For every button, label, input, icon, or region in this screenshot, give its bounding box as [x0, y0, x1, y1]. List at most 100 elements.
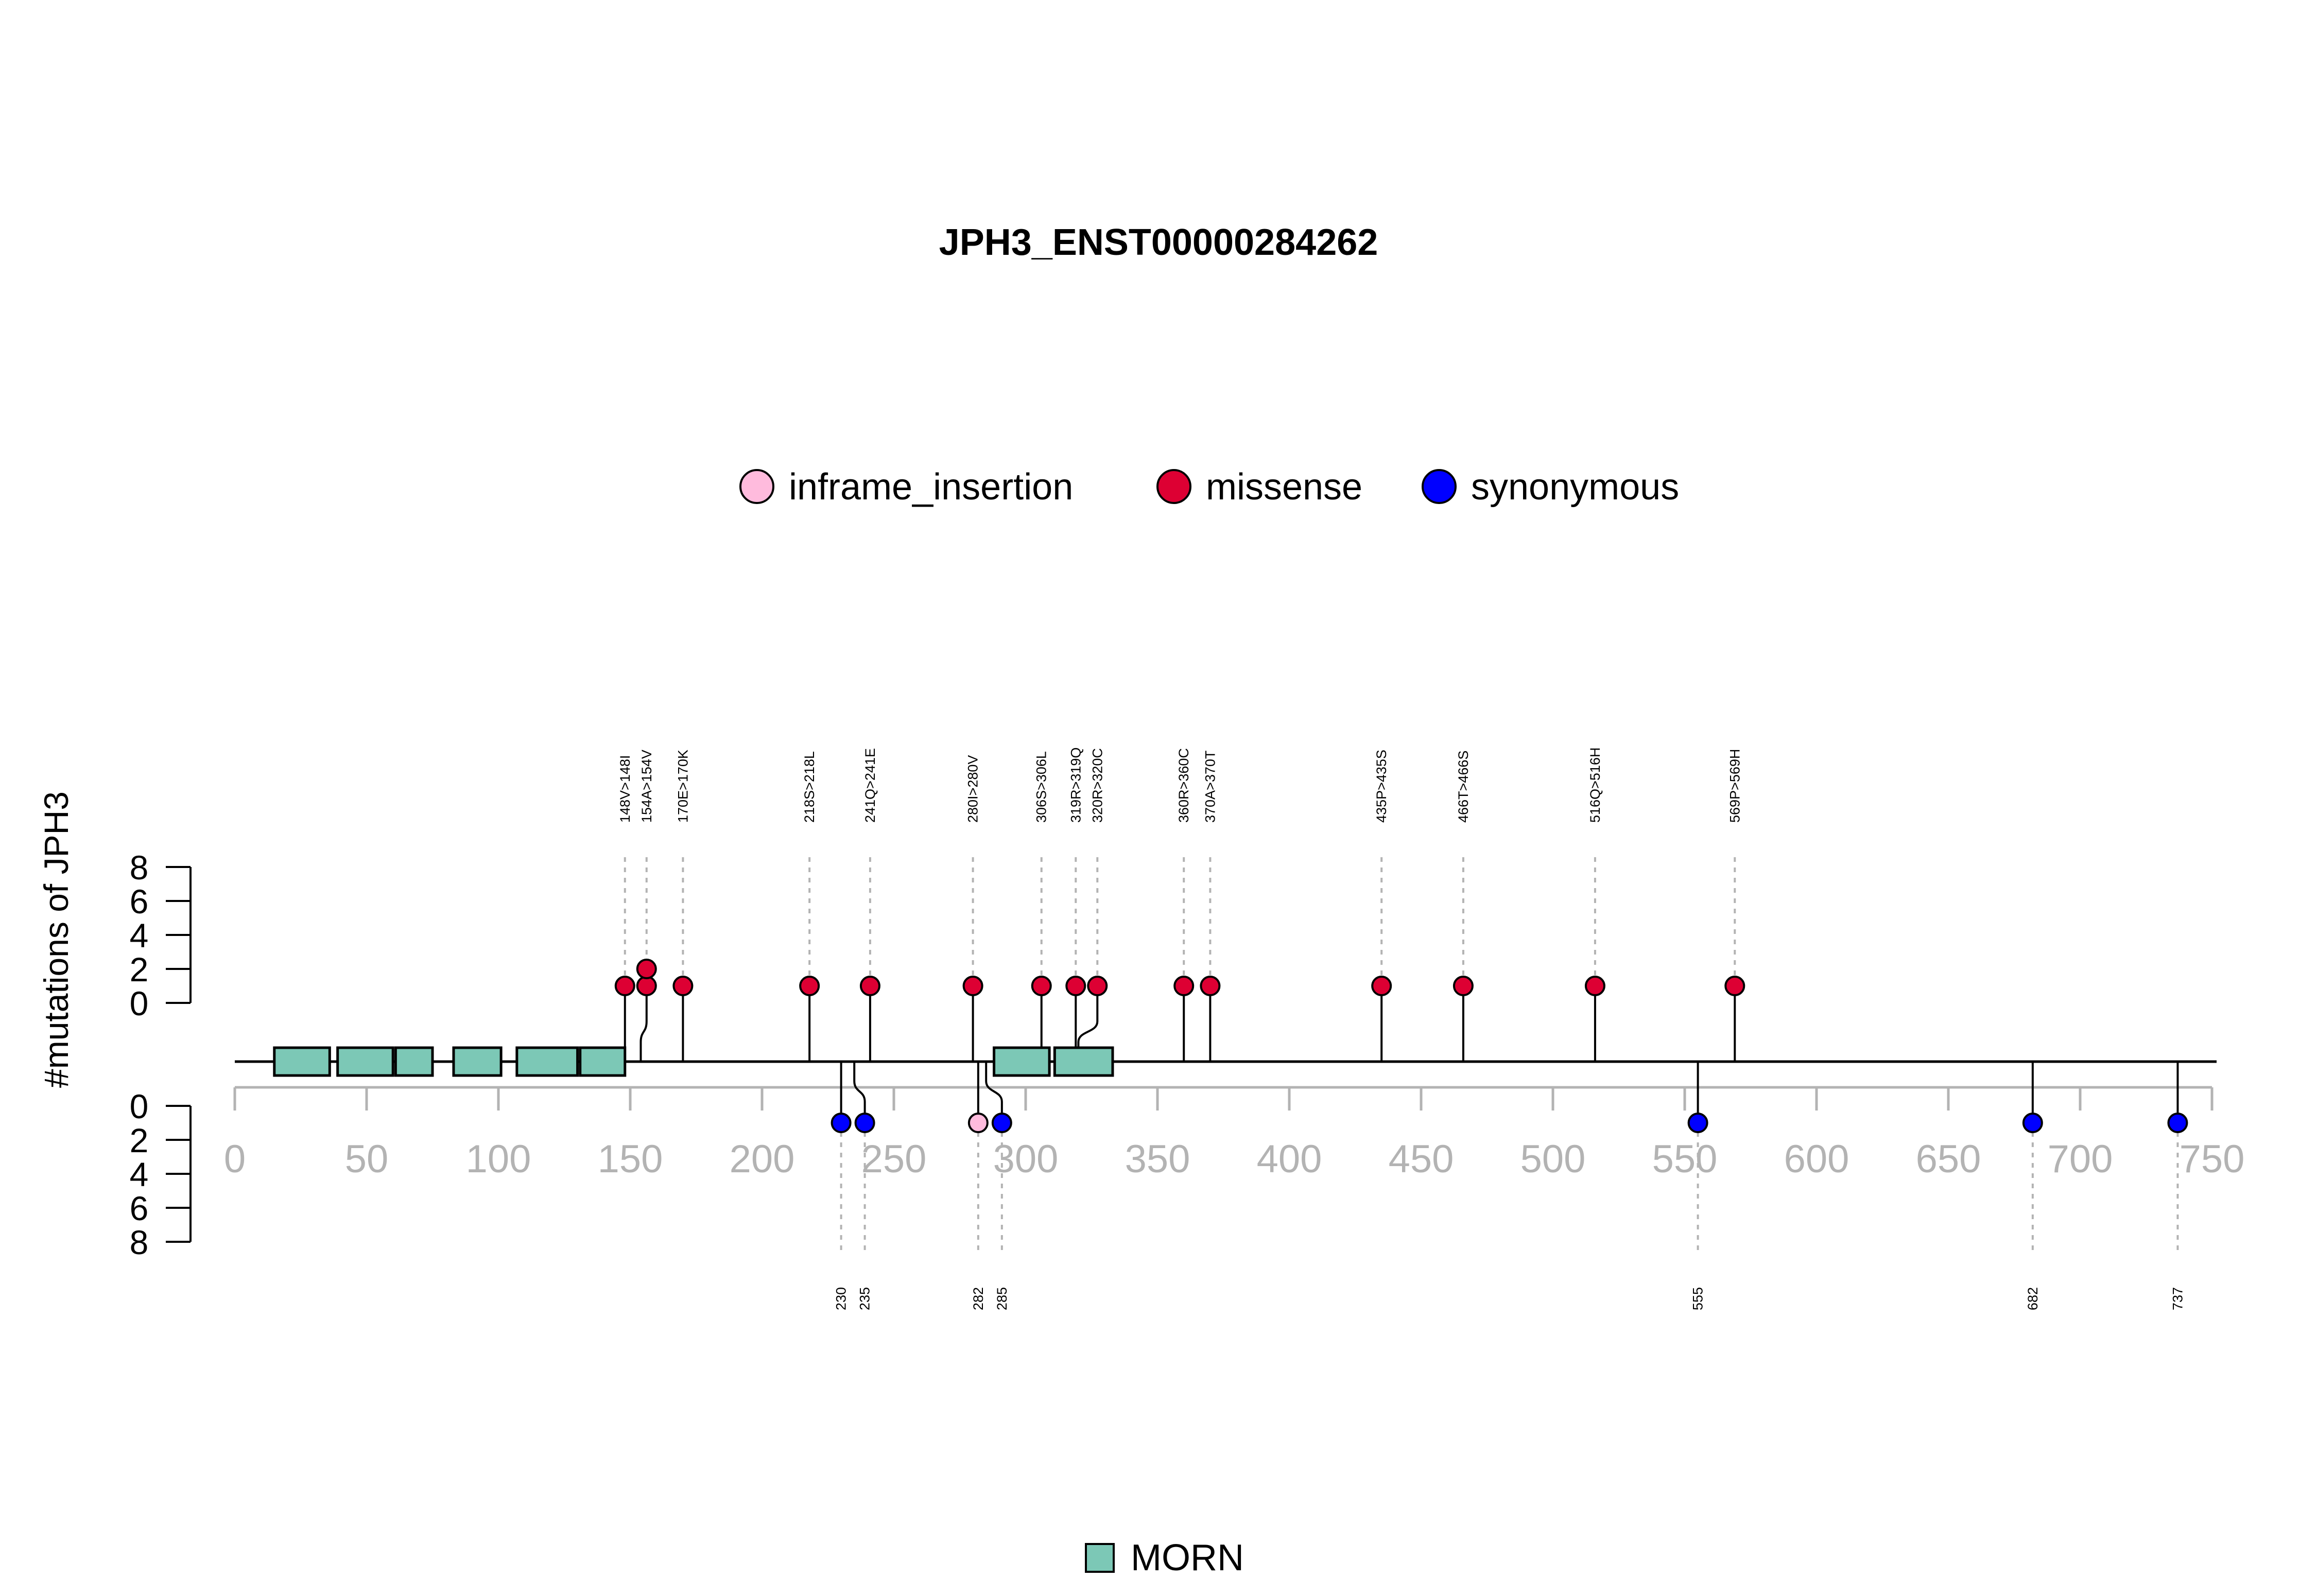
mutation-point-synonymous	[1687, 1113, 1708, 1133]
x-axis: 0 50 100 150 200 250 300 350 400 450 500 550 600 650 7…	[224, 1086, 2245, 1181]
mutation-label: 170E>170K	[675, 750, 690, 823]
mutation-label: 569P>569H	[1727, 749, 1742, 823]
chart-title: JPH3_ENST00000284262	[939, 222, 1378, 263]
mutation-point-missense	[636, 959, 657, 979]
domain-box-morn	[579, 1046, 627, 1077]
mutation-label: 306S>306L	[1034, 751, 1049, 823]
position-label: 285	[994, 1287, 1010, 1310]
mutation-label: 516Q>516H	[1587, 748, 1603, 823]
mutation-point-missense	[1065, 976, 1086, 996]
x-axis-tick-label: 150	[598, 1137, 663, 1181]
mutation-point-missense	[1173, 976, 1195, 996]
y-axis-top-tick-label: 0	[130, 984, 149, 1022]
x-axis-tick-label: 250	[861, 1137, 927, 1181]
x-axis-tick-label: 400	[1257, 1137, 1322, 1181]
legend-label-missense: missense	[1206, 466, 1362, 508]
domain-box-morn	[1053, 1046, 1114, 1077]
y-axis-top-tick-label: 4	[130, 916, 149, 955]
mutation-label: 148V>148I	[617, 755, 633, 823]
position-label: 282	[971, 1287, 986, 1310]
position-label: 555	[1690, 1287, 1706, 1310]
mutation-point-synonymous	[991, 1113, 1012, 1133]
y-axis-bottom-tick-label: 0	[130, 1087, 149, 1125]
mutation-point-synonymous	[2167, 1113, 2188, 1133]
mutation-label: 218S>218L	[802, 751, 817, 823]
mutation-point-inframe_insertion	[967, 1113, 989, 1133]
legend-domains: MORN	[1085, 1537, 1244, 1578]
mutation-labels: 148V>148I 154A>154V 170E>170K 218S>218L 241Q…	[617, 748, 2186, 1310]
mutation-point-missense	[1087, 976, 1108, 996]
x-axis-tick-label: 300	[993, 1137, 1059, 1181]
mutation-label: 280I>280V	[965, 755, 981, 823]
mutation-label: 360R>360C	[1176, 748, 1191, 823]
domain-box-morn	[336, 1046, 394, 1077]
domain-box-morn	[515, 1046, 579, 1077]
x-axis-tick-label: 550	[1652, 1137, 1718, 1181]
legend-marker-domain	[1085, 1543, 1115, 1573]
mutation-point-synonymous	[854, 1113, 875, 1133]
legend-mutation-types: inframe_insertion missense synonymous	[739, 466, 1679, 508]
mutation-point-missense	[1371, 976, 1392, 996]
y-axis-top-tick-label: 8	[130, 848, 149, 887]
guide-lines	[624, 857, 2179, 1251]
mutation-label: 435P>435S	[1374, 750, 1389, 823]
mutation-point-missense	[1200, 976, 1221, 996]
mutation-points	[614, 959, 2188, 1133]
x-axis-tick-label: 700	[2048, 1137, 2113, 1181]
mutation-point-missense	[672, 976, 694, 996]
mutation-point-missense	[1031, 976, 1052, 996]
x-axis-tick-label: 350	[1125, 1137, 1190, 1181]
x-axis-tick-label: 750	[2180, 1137, 2245, 1181]
x-axis-tick-label: 100	[466, 1137, 531, 1181]
legend-marker-synonymous	[1422, 469, 1457, 504]
lollipop-stem	[985, 1062, 1003, 1123]
lollipop-stem	[639, 986, 648, 1062]
domain-box-morn	[394, 1046, 434, 1077]
legend-marker-inframe_insertion	[739, 469, 774, 504]
x-axis-tick-label: 450	[1389, 1137, 1454, 1181]
mutation-label: 241Q>241E	[862, 748, 878, 823]
mutation-point-synonymous	[831, 1113, 852, 1133]
x-axis-tick-label: 500	[1520, 1137, 1586, 1181]
mutation-label: 466T>466S	[1456, 751, 1471, 823]
y-axis-bottom-tick-label: 2	[130, 1121, 149, 1159]
x-axis-tick-label: 650	[1916, 1137, 1981, 1181]
position-label: 235	[857, 1287, 873, 1310]
domain-box-morn	[993, 1046, 1051, 1077]
y-axis-bottom-tick-label: 8	[130, 1223, 149, 1261]
lollipop-stem	[1077, 986, 1099, 1062]
mutation-point-missense	[859, 976, 880, 996]
legend-marker-missense	[1156, 469, 1191, 504]
domain-box-morn	[452, 1046, 503, 1077]
position-label: 682	[2025, 1287, 2041, 1310]
x-axis-tick-label: 600	[1784, 1137, 1849, 1181]
legend-label-inframe_insertion: inframe_insertion	[789, 466, 1073, 508]
domain-boxes	[273, 1046, 1114, 1077]
x-axis-tick-label: 200	[730, 1137, 795, 1181]
lollipop-stem	[853, 1062, 866, 1123]
domain-box-morn	[273, 1046, 331, 1077]
y-axis-label: #mutations of JPH3	[37, 791, 75, 1088]
mutation-point-missense	[799, 976, 820, 996]
y-axis-bottom-tick-label: 6	[130, 1189, 149, 1227]
y-axis-bottom-tick-label: 4	[130, 1155, 149, 1193]
lollipop-stems	[624, 986, 2179, 1123]
position-label: 737	[2170, 1287, 2185, 1310]
mutation-label: 320R>320C	[1090, 748, 1105, 823]
y-axis-top-tick-label: 2	[130, 950, 149, 988]
y-axis-top-tick-label: 6	[130, 882, 149, 921]
mutation-point-missense	[962, 976, 983, 996]
mutation-label: 370A>370T	[1202, 751, 1218, 823]
x-axis-tick-label: 50	[345, 1137, 389, 1181]
position-label: 230	[834, 1287, 849, 1310]
legend-label-synonymous: synonymous	[1471, 466, 1679, 508]
mutation-point-missense	[614, 976, 635, 996]
mutation-point-synonymous	[2022, 1113, 2043, 1133]
mutation-point-missense	[1584, 976, 1605, 996]
x-axis-tick-label: 0	[224, 1137, 246, 1181]
mutation-point-missense	[1453, 976, 1474, 996]
mutation-label: 319R>319Q	[1068, 748, 1083, 823]
